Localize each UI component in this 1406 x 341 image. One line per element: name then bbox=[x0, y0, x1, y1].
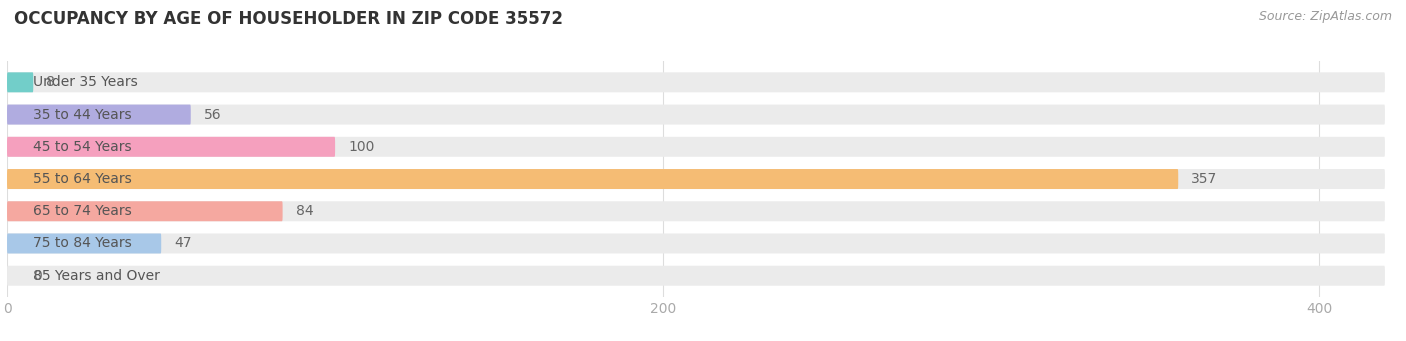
Text: 65 to 74 Years: 65 to 74 Years bbox=[34, 204, 132, 218]
Text: 357: 357 bbox=[1191, 172, 1218, 186]
Text: 35 to 44 Years: 35 to 44 Years bbox=[34, 107, 132, 121]
Text: 84: 84 bbox=[295, 204, 314, 218]
FancyBboxPatch shape bbox=[7, 201, 1385, 221]
Text: Under 35 Years: Under 35 Years bbox=[34, 75, 138, 89]
Text: 45 to 54 Years: 45 to 54 Years bbox=[34, 140, 132, 154]
Text: 55 to 64 Years: 55 to 64 Years bbox=[34, 172, 132, 186]
Text: 100: 100 bbox=[349, 140, 374, 154]
FancyBboxPatch shape bbox=[7, 169, 1178, 189]
Text: 47: 47 bbox=[174, 237, 191, 251]
Text: 75 to 84 Years: 75 to 84 Years bbox=[34, 237, 132, 251]
Text: 85 Years and Over: 85 Years and Over bbox=[34, 269, 160, 283]
Text: OCCUPANCY BY AGE OF HOUSEHOLDER IN ZIP CODE 35572: OCCUPANCY BY AGE OF HOUSEHOLDER IN ZIP C… bbox=[14, 10, 562, 28]
Text: 0: 0 bbox=[34, 269, 42, 283]
Text: Source: ZipAtlas.com: Source: ZipAtlas.com bbox=[1258, 10, 1392, 23]
FancyBboxPatch shape bbox=[7, 105, 1385, 124]
FancyBboxPatch shape bbox=[7, 72, 34, 92]
FancyBboxPatch shape bbox=[7, 201, 283, 221]
FancyBboxPatch shape bbox=[7, 266, 1385, 286]
Text: 56: 56 bbox=[204, 107, 222, 121]
FancyBboxPatch shape bbox=[7, 137, 335, 157]
FancyBboxPatch shape bbox=[7, 137, 1385, 157]
Text: 8: 8 bbox=[46, 75, 55, 89]
FancyBboxPatch shape bbox=[7, 234, 1385, 253]
FancyBboxPatch shape bbox=[7, 72, 1385, 92]
FancyBboxPatch shape bbox=[7, 169, 1385, 189]
FancyBboxPatch shape bbox=[7, 105, 191, 124]
FancyBboxPatch shape bbox=[7, 234, 162, 253]
